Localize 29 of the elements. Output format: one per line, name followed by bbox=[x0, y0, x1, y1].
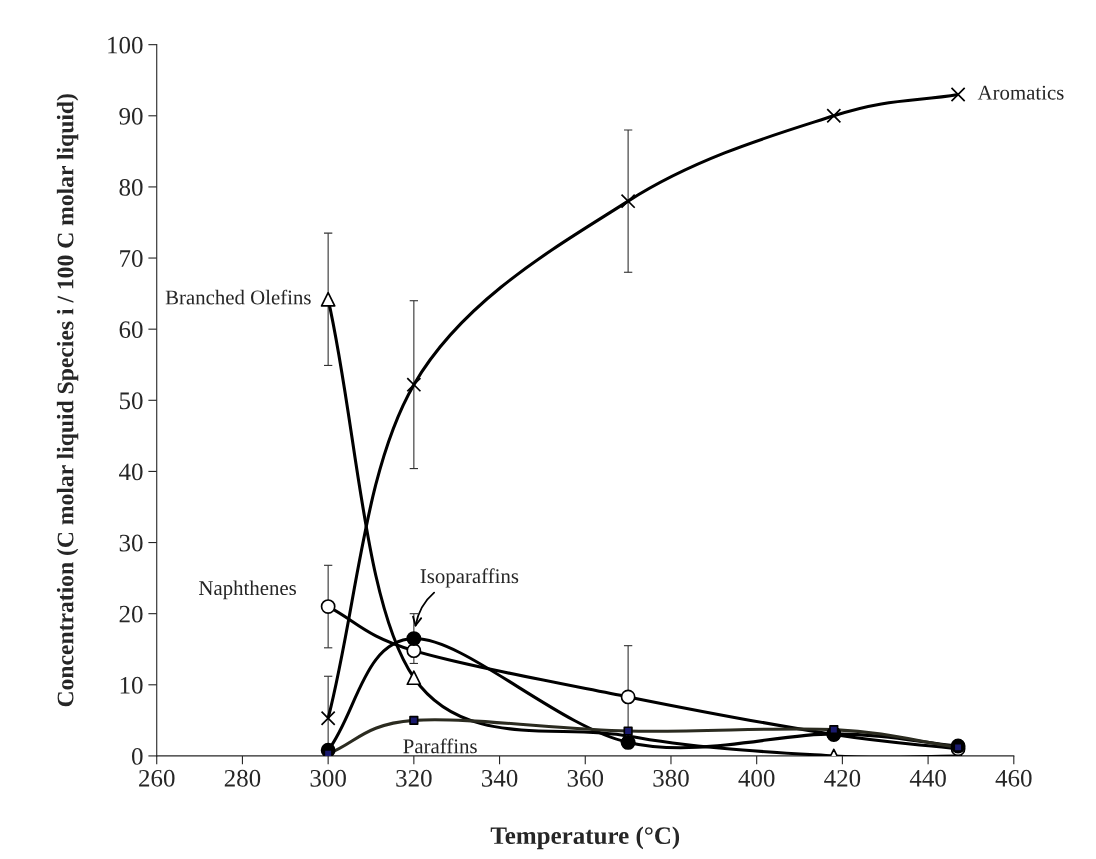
y-tick-label: 100 bbox=[108, 36, 143, 54]
y-tick-label: 0 bbox=[131, 747, 143, 765]
text: Isoparaffins bbox=[420, 568, 519, 588]
x-tick-label: 280 bbox=[224, 769, 261, 787]
y-tick-label: 20 bbox=[119, 605, 143, 623]
x-tick-label: 420 bbox=[824, 769, 861, 787]
y-axis-title: Concentration (C molar liquid Species i / 100 C molar liquid) bbox=[56, 94, 79, 707]
series-label: Aromatics bbox=[977, 85, 1064, 100]
x-tick-label: 260 bbox=[139, 769, 175, 787]
y-tick-label: 90 bbox=[119, 107, 143, 125]
y-tick-label: 40 bbox=[119, 463, 143, 481]
y-tick-label: 80 bbox=[119, 178, 143, 196]
x-tick-label: 300 bbox=[310, 769, 346, 787]
series-label: Paraffins bbox=[403, 738, 477, 754]
y-tick-label: 50 bbox=[119, 392, 143, 410]
series-label: Branched Olefins bbox=[165, 289, 311, 305]
x-tick-label: 400 bbox=[738, 769, 775, 787]
y-tick-label: 10 bbox=[120, 676, 143, 694]
y-tick-label: 30 bbox=[119, 534, 143, 552]
y-tick-label: 70 bbox=[120, 250, 143, 267]
x-tick-label: 360 bbox=[567, 769, 604, 787]
y-tick-label: 60 bbox=[119, 321, 143, 339]
x-tick-label: 460 bbox=[995, 769, 1032, 787]
x-tick-label: 380 bbox=[653, 769, 689, 787]
x-tick-label: 440 bbox=[909, 769, 946, 787]
x-axis-title: Temperature (°C) bbox=[490, 826, 680, 850]
x-tick-label: 320 bbox=[396, 769, 432, 787]
series-label: Naphthenes bbox=[199, 580, 296, 600]
x-tick-label: 340 bbox=[482, 769, 518, 787]
